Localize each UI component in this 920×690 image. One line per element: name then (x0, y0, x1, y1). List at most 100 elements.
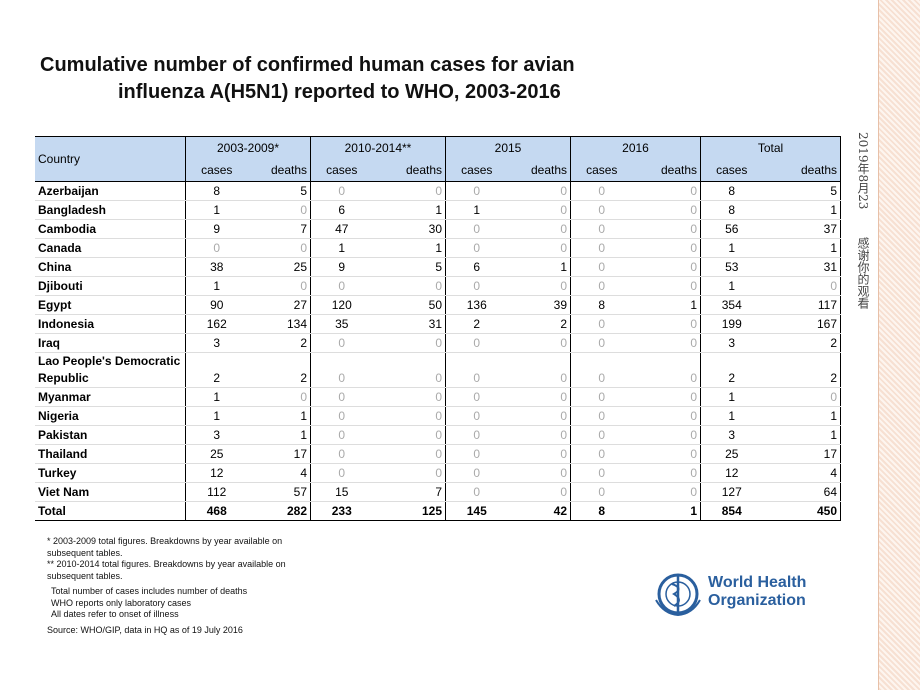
value-cell: 12 (700, 463, 763, 483)
value-cell: 0 (632, 181, 701, 201)
decor-strip (878, 0, 920, 690)
table-row: Cambodia 9 7 47 30 0 0 0 0 56 37 (35, 219, 841, 239)
value-cell: 0 (507, 406, 571, 426)
value-cell: 8 (185, 181, 248, 201)
group-header: 2015 (445, 136, 571, 159)
value-cell: 8 (570, 501, 633, 521)
value-cell: 125 (372, 501, 446, 521)
value-cell: 50 (372, 295, 446, 315)
value-cell: 1 (700, 406, 763, 426)
subheader-row: cases deaths cases deaths cases deaths cases de… (35, 159, 841, 182)
value-cell: 854 (700, 501, 763, 521)
value-cell: 0 (632, 352, 701, 388)
value-cell: 1 (700, 238, 763, 258)
value-cell: 1 (247, 425, 311, 445)
value-cell: 2 (762, 352, 841, 388)
side-date: 2019年8月23 (856, 132, 870, 210)
value-cell: 7 (372, 482, 446, 502)
value-cell: 42 (507, 501, 571, 521)
subheader: cases (185, 159, 248, 182)
value-cell: 1 (185, 200, 248, 220)
value-cell: 134 (247, 314, 311, 334)
value-cell: 3 (185, 425, 248, 445)
value-cell: 0 (445, 482, 508, 502)
value-cell: 0 (310, 444, 373, 464)
value-cell: 0 (372, 406, 446, 426)
country-cell: Lao People's Democratic Republic (35, 352, 186, 388)
value-cell: 0 (762, 276, 841, 296)
value-cell: 450 (762, 501, 841, 521)
value-cell: 3 (700, 333, 763, 353)
country-cell: Nigeria (35, 406, 186, 426)
value-cell: 0 (507, 444, 571, 464)
value-cell: 0 (372, 387, 446, 407)
value-cell: 0 (632, 200, 701, 220)
value-cell: 0 (570, 314, 633, 334)
table-row: Indonesia 162 134 35 31 2 2 0 0 199 167 (35, 314, 841, 334)
value-cell: 0 (372, 276, 446, 296)
value-cell: 0 (247, 238, 311, 258)
value-cell: 0 (445, 406, 508, 426)
value-cell: 0 (310, 276, 373, 296)
value-cell: 112 (185, 482, 248, 502)
value-cell: 2 (247, 352, 311, 388)
who-logo: World Health Organization (650, 570, 850, 620)
value-cell: 8 (570, 295, 633, 315)
value-cell: 0 (570, 200, 633, 220)
value-cell: 0 (507, 181, 571, 201)
value-cell: 6 (445, 257, 508, 277)
value-cell: 0 (570, 444, 633, 464)
value-cell: 0 (632, 238, 701, 258)
value-cell: 0 (570, 425, 633, 445)
value-cell: 30 (372, 219, 446, 239)
value-cell: 25 (185, 444, 248, 464)
subheader: cases (700, 159, 763, 182)
value-cell: 1 (185, 387, 248, 407)
country-cell: Canada (35, 238, 186, 258)
value-cell: 2 (762, 333, 841, 353)
value-cell: 1 (372, 200, 446, 220)
value-cell: 6 (310, 200, 373, 220)
table-row: Lao People's Democratic Republic 2 2 0 0 0 0 0 0… (35, 352, 841, 388)
value-cell: 136 (445, 295, 508, 315)
value-cell: 0 (445, 352, 508, 388)
subheader: cases (445, 159, 508, 182)
value-cell: 0 (507, 200, 571, 220)
value-cell: 17 (762, 444, 841, 464)
value-cell: 0 (632, 425, 701, 445)
value-cell: 0 (762, 387, 841, 407)
value-cell: 0 (372, 444, 446, 464)
value-cell: 0 (632, 463, 701, 483)
logo-emblem (655, 573, 701, 617)
value-cell: 0 (372, 463, 446, 483)
country-cell: Thailand (35, 444, 186, 464)
group-header: 2016 (570, 136, 701, 159)
header-row: Country 2003-2009* 2010-2014** 2015 2016 Tota… (35, 136, 841, 182)
value-cell: 1 (247, 406, 311, 426)
value-cell: 0 (247, 276, 311, 296)
value-cell: 1 (632, 501, 701, 521)
value-cell: 0 (507, 333, 571, 353)
country-cell: Turkey (35, 463, 186, 483)
value-cell: 0 (445, 276, 508, 296)
value-cell: 117 (762, 295, 841, 315)
value-cell: 0 (372, 425, 446, 445)
value-cell: 120 (310, 295, 373, 315)
note: WHO reports only laboratory cases (51, 597, 192, 608)
value-cell: 0 (445, 463, 508, 483)
value-cell: 3 (185, 333, 248, 353)
value-cell: 15 (310, 482, 373, 502)
value-cell: 1 (762, 406, 841, 426)
table-row: Nigeria 1 1 0 0 0 0 0 0 1 1 (35, 406, 841, 426)
table-row: Viet Nam 112 57 15 7 0 0 0 0 127 64 (35, 482, 841, 502)
value-cell: 2 (507, 314, 571, 334)
value-cell: 0 (372, 333, 446, 353)
value-cell: 0 (185, 238, 248, 258)
value-cell: 1 (372, 238, 446, 258)
value-cell: 9 (310, 257, 373, 277)
value-cell: 0 (310, 425, 373, 445)
subheader: deaths (372, 159, 446, 182)
value-cell: 0 (445, 333, 508, 353)
table-row: Bangladesh 1 0 6 1 1 0 0 0 8 1 (35, 200, 841, 220)
